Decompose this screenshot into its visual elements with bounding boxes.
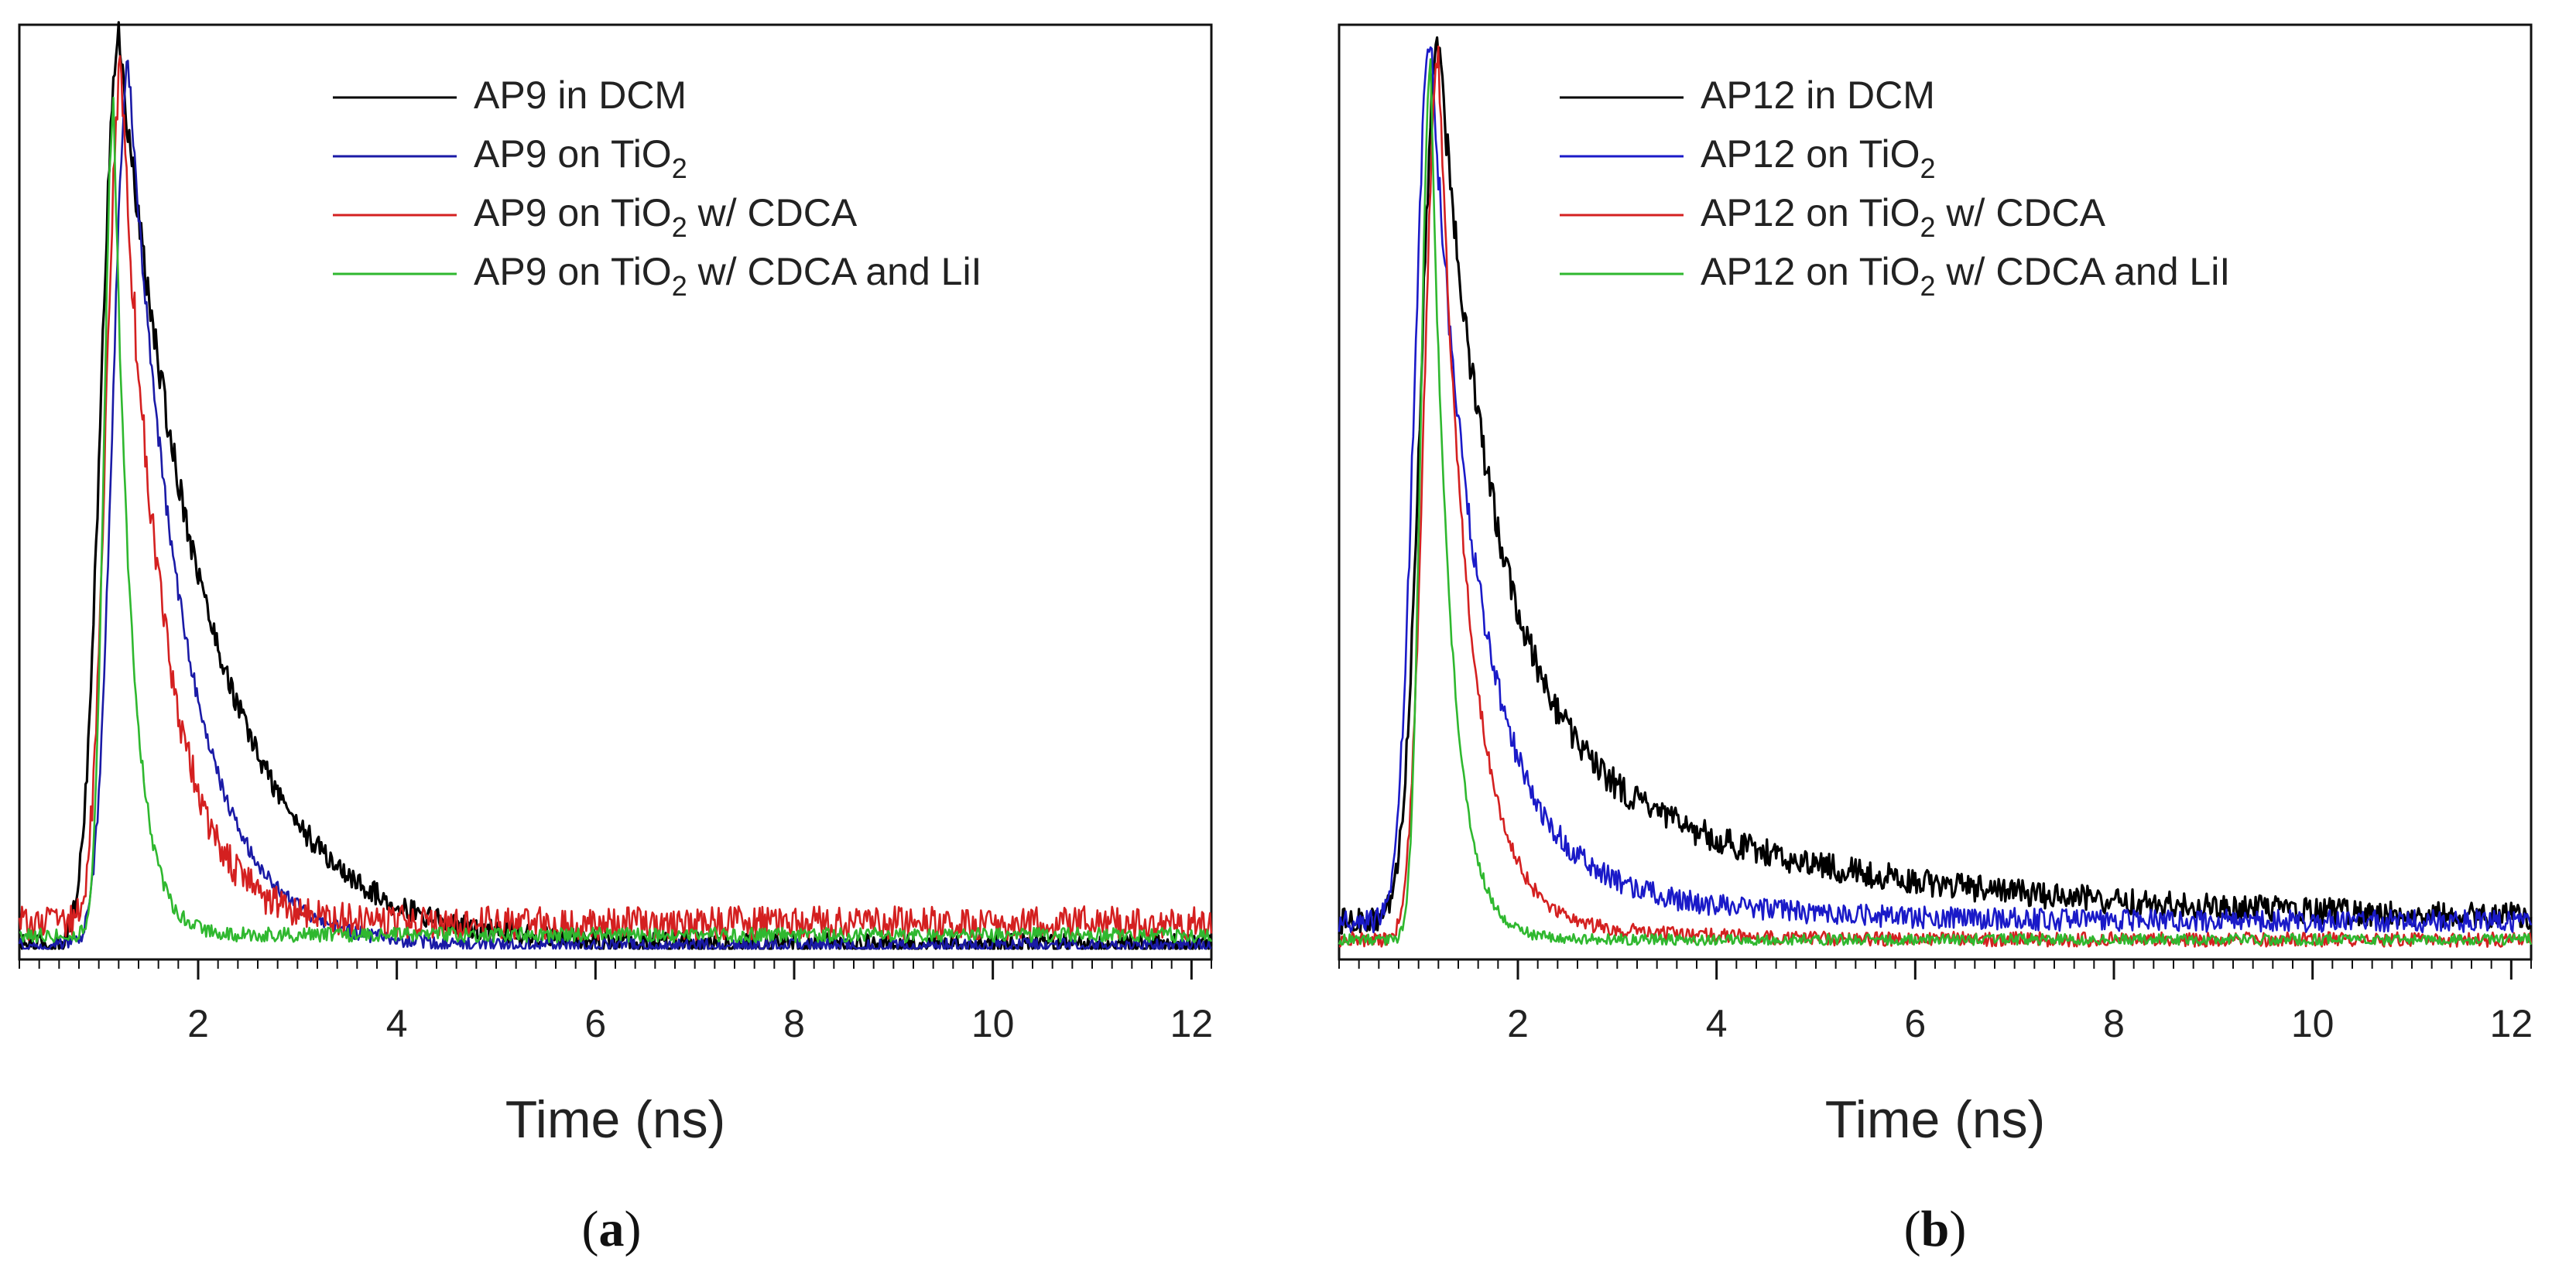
x-tick-label: 4 <box>1706 1002 1728 1045</box>
caption-letter-a: a <box>599 1201 625 1257</box>
x-axis-ticks-b: 2 4 6 8 10 12 <box>1338 959 2533 1045</box>
chart-panel-a: 2 4 6 8 10 12 AP9 in DCM AP9 on TiO2 AP9 on TiO… <box>18 21 1213 1257</box>
x-tick-label: 8 <box>783 1002 805 1045</box>
x-tick-label: 12 <box>1170 1002 1214 1045</box>
legend-label: AP12 on TiO2 w/ CDCA and LiI <box>1701 250 2230 302</box>
legend-label: AP9 on TiO2 w/ CDCA <box>474 191 858 243</box>
caption-letter-b: b <box>1921 1201 1950 1257</box>
series-group-b <box>1338 36 2533 948</box>
chart-panel-b: 2 4 6 8 10 12 AP12 in DCM AP12 on TiO2 AP12 on … <box>1338 23 2533 1257</box>
x-tick-label: 10 <box>971 1002 1015 1045</box>
legend-label: AP12 on TiO2 <box>1701 132 1936 184</box>
x-axis-label-a: Time (ns) <box>505 1090 726 1149</box>
x-tick-label: 12 <box>2490 1002 2533 1045</box>
legend-label: AP9 on TiO2 <box>474 132 687 184</box>
legend-a: AP9 in DCM AP9 on TiO2 AP9 on TiO2 w/ CDCA… <box>333 74 981 302</box>
legend-label: AP9 in DCM <box>474 74 687 117</box>
x-axis-label-b: Time (ns) <box>1825 1090 2046 1149</box>
series-line-b-3 <box>1338 58 2533 946</box>
panel-caption-a: (a) <box>582 1201 642 1257</box>
legend-label: AP12 in DCM <box>1701 74 1935 117</box>
x-tick-label: 6 <box>584 1002 606 1045</box>
x-tick-label: 4 <box>386 1002 408 1045</box>
legend-label: AP12 on TiO2 w/ CDCA <box>1701 191 2106 243</box>
legend-label: AP9 on TiO2 w/ CDCA and LiI <box>474 250 981 302</box>
series-line-a-0 <box>19 21 1213 950</box>
x-axis-ticks-a: 2 4 6 8 10 12 <box>19 959 1213 1045</box>
series-line-a-3 <box>19 96 1213 944</box>
x-tick-label: 6 <box>1904 1002 1926 1045</box>
series-line-a-1 <box>18 60 1212 950</box>
panel-caption-b: (b) <box>1904 1201 1967 1257</box>
series-group-a <box>18 21 1213 950</box>
x-tick-label: 2 <box>1507 1002 1529 1045</box>
x-tick-label: 2 <box>187 1002 209 1045</box>
series-line-b-0 <box>1338 36 2533 935</box>
x-tick-label: 10 <box>2291 1002 2334 1045</box>
series-line-b-1 <box>1338 46 2533 934</box>
legend-b: AP12 in DCM AP12 on TiO2 AP12 on TiO2 w/ C… <box>1560 74 2230 302</box>
series-line-a-2 <box>18 55 1213 942</box>
x-tick-label: 8 <box>2103 1002 2125 1045</box>
